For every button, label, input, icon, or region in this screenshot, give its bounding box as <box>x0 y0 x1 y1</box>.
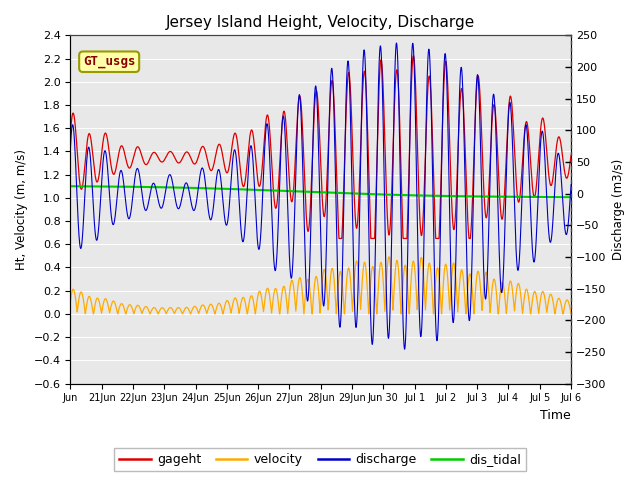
velocity <box>108 301 115 307</box>
gageht <box>490 105 497 110</box>
velocity <box>90 311 97 317</box>
Line: discharge: discharge <box>70 43 571 349</box>
dis_tidal <box>67 183 74 189</box>
velocity <box>469 292 477 298</box>
Title: Jersey Island Height, Velocity, Discharge: Jersey Island Height, Velocity, Discharg… <box>166 15 476 30</box>
dis_tidal <box>476 193 483 199</box>
Line: dis_tidal: dis_tidal <box>70 186 571 197</box>
discharge <box>567 182 575 188</box>
X-axis label: Time: Time <box>540 409 571 422</box>
discharge <box>67 145 74 151</box>
velocity <box>385 254 393 260</box>
dis_tidal <box>489 194 497 200</box>
gageht <box>108 165 115 171</box>
dis_tidal <box>178 185 186 191</box>
Legend: gageht, velocity, discharge, dis_tidal: gageht, velocity, discharge, dis_tidal <box>115 448 525 471</box>
Y-axis label: Ht, Velocity (m, m/s): Ht, Velocity (m, m/s) <box>15 149 28 270</box>
dis_tidal <box>567 194 575 200</box>
discharge <box>490 92 497 98</box>
Line: gageht: gageht <box>70 56 571 239</box>
gageht <box>335 236 343 241</box>
dis_tidal <box>108 184 115 190</box>
discharge <box>476 111 484 117</box>
gageht <box>476 86 484 92</box>
Y-axis label: Discharge (m3/s): Discharge (m3/s) <box>612 159 625 260</box>
Text: GT_usgs: GT_usgs <box>83 55 136 68</box>
discharge <box>393 40 401 46</box>
gageht <box>567 152 575 158</box>
discharge <box>401 346 408 352</box>
velocity <box>67 299 74 305</box>
dis_tidal <box>340 190 348 196</box>
velocity <box>490 278 497 284</box>
gageht <box>67 131 74 136</box>
discharge <box>340 219 348 225</box>
velocity <box>178 310 186 315</box>
velocity <box>567 311 575 316</box>
gageht <box>469 192 477 198</box>
discharge <box>469 229 477 235</box>
discharge <box>178 196 186 202</box>
velocity <box>340 300 348 305</box>
velocity <box>476 276 484 282</box>
gageht <box>178 157 186 163</box>
discharge <box>108 215 115 220</box>
gageht <box>340 192 348 198</box>
Line: velocity: velocity <box>70 257 571 314</box>
gageht <box>410 53 417 59</box>
dis_tidal <box>468 193 476 199</box>
